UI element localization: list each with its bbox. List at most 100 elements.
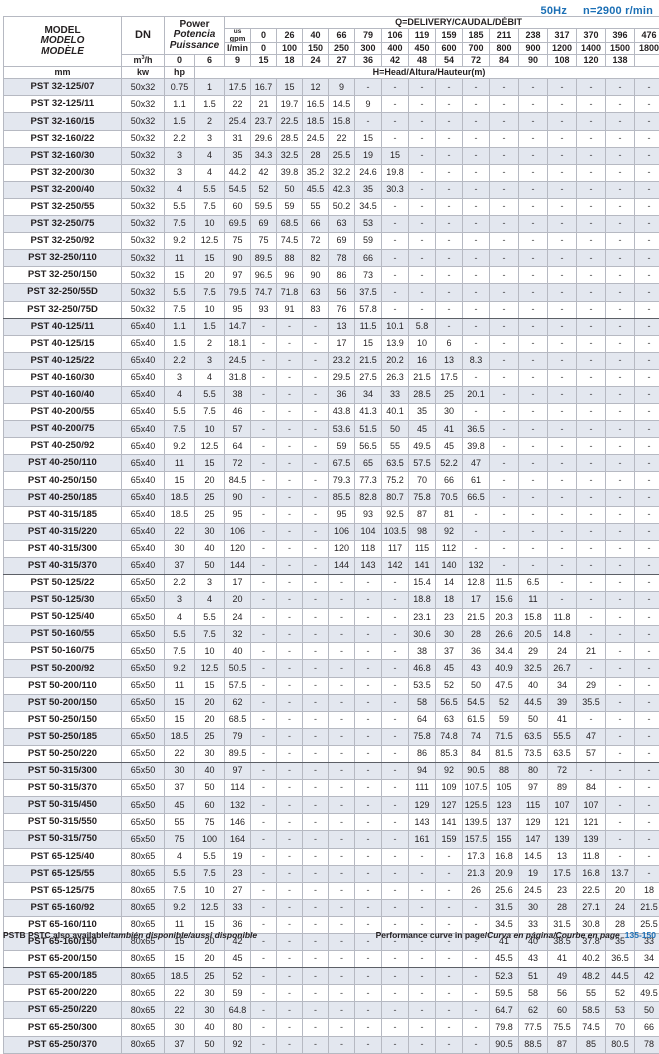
cell-head-12: - bbox=[548, 506, 577, 523]
cell-model: PST 50-315/370 bbox=[4, 780, 122, 797]
cell-head-4: 85.5 bbox=[329, 489, 355, 506]
cell-head-13: - bbox=[577, 472, 606, 489]
cell-model: PST 32-125/07 bbox=[4, 79, 122, 96]
cell-head-1: - bbox=[251, 523, 277, 540]
cell-head-12: - bbox=[548, 335, 577, 352]
cell-head-8: 140 bbox=[436, 557, 463, 574]
cell-head-0: 79 bbox=[225, 728, 251, 745]
cell-head-15: - bbox=[635, 523, 659, 540]
cell-head-11: - bbox=[519, 335, 548, 352]
cell-head-8: - bbox=[436, 250, 463, 267]
cell-head-8: 30 bbox=[436, 626, 463, 643]
cell-head-1: 21 bbox=[251, 96, 277, 113]
cell-head-12: - bbox=[548, 233, 577, 250]
cell-head-2: - bbox=[277, 831, 303, 848]
cell-head-0: 46 bbox=[225, 404, 251, 421]
cell-hp: 7.5 bbox=[195, 404, 225, 421]
cell-head-2: - bbox=[277, 369, 303, 386]
cell-head-8: 109 bbox=[436, 780, 463, 797]
cell-model: PST 40-315/220 bbox=[4, 523, 122, 540]
cell-head-7: 35 bbox=[409, 404, 436, 421]
cell-head-12: - bbox=[548, 540, 577, 557]
cell-head-13: - bbox=[577, 609, 606, 626]
cell-dn: 50x32 bbox=[122, 164, 165, 181]
cell-head-13: 139 bbox=[577, 831, 606, 848]
cell-dn: 65x50 bbox=[122, 592, 165, 609]
cell-head-2: - bbox=[277, 848, 303, 865]
cell-head-4: 43.8 bbox=[329, 404, 355, 421]
cell-head-14: - bbox=[606, 455, 635, 472]
cell-dn: 50x32 bbox=[122, 284, 165, 301]
cell-head-13: - bbox=[577, 489, 606, 506]
cell-head-2: - bbox=[277, 968, 303, 985]
cell-head-15: - bbox=[635, 711, 659, 728]
cell-head-5: - bbox=[355, 797, 382, 814]
cell-head-12: 11.8 bbox=[548, 609, 577, 626]
cell-head-0: 114 bbox=[225, 780, 251, 797]
cell-model: PST 65-125/75 bbox=[4, 882, 122, 899]
cell-head-0: 95 bbox=[225, 506, 251, 523]
cell-head-1: 75 bbox=[251, 233, 277, 250]
cell-head-6: - bbox=[382, 284, 409, 301]
cell-head-13: - bbox=[577, 113, 606, 130]
cell-head-3: - bbox=[303, 592, 329, 609]
cell-head-12: 72 bbox=[548, 763, 577, 780]
cell-head-14: - bbox=[606, 267, 635, 284]
cell-head-10: 155 bbox=[490, 831, 519, 848]
cell-kw: 3 bbox=[165, 147, 195, 164]
cell-head-5: 41.3 bbox=[355, 404, 382, 421]
cell-head-10: - bbox=[490, 250, 519, 267]
cell-model: PST 65-250/220 bbox=[4, 1002, 122, 1019]
cell-head-12: - bbox=[548, 267, 577, 284]
cell-head-15: - bbox=[635, 745, 659, 762]
footer-curve-note: Performance curve in page/Curva en págin… bbox=[376, 930, 656, 940]
cell-head-8: 141 bbox=[436, 814, 463, 831]
cell-head-14: - bbox=[606, 797, 635, 814]
cell-head-2: - bbox=[277, 814, 303, 831]
cell-head-2: 28.5 bbox=[277, 130, 303, 147]
cell-head-13: 48.2 bbox=[577, 968, 606, 985]
cell-head-7: - bbox=[409, 865, 436, 882]
cell-head-15: - bbox=[635, 472, 659, 489]
cell-head-11: 62 bbox=[519, 1002, 548, 1019]
cell-head-4: 36 bbox=[329, 386, 355, 403]
cell-head-8: 127 bbox=[436, 797, 463, 814]
cell-head-5: 19 bbox=[355, 147, 382, 164]
cell-head-7: - bbox=[409, 1036, 436, 1053]
cell-model: PST 65-200/150 bbox=[4, 951, 122, 968]
cell-head-1: 29.6 bbox=[251, 130, 277, 147]
footer-left-italic: también disponible/aussi disponible bbox=[111, 930, 257, 940]
cell-head-4: 144 bbox=[329, 557, 355, 574]
cell-head-8: 56.5 bbox=[436, 694, 463, 711]
cell-head-8: 45 bbox=[436, 438, 463, 455]
cell-kw: 11 bbox=[165, 455, 195, 472]
cell-dn: 65x50 bbox=[122, 763, 165, 780]
cell-head-2: - bbox=[277, 951, 303, 968]
cell-head-14: - bbox=[606, 848, 635, 865]
unit-cell-m3h: m3/h bbox=[122, 55, 165, 67]
cell-head-8: 23 bbox=[436, 609, 463, 626]
cell-hp: 12.5 bbox=[195, 899, 225, 916]
cell-hp: 10 bbox=[195, 882, 225, 899]
cell-head-8: 70.5 bbox=[436, 489, 463, 506]
cell-model: PST 65-250/300 bbox=[4, 1019, 122, 1036]
q-m3h-value: 108 bbox=[548, 55, 577, 67]
cell-head-8: - bbox=[436, 1019, 463, 1036]
cell-head-2: - bbox=[277, 318, 303, 335]
q-m3h-value: 15 bbox=[251, 55, 277, 67]
cell-head-0: 92 bbox=[225, 1036, 251, 1053]
cell-head-9: 50 bbox=[463, 677, 490, 694]
cell-model: PST 32-200/30 bbox=[4, 164, 122, 181]
cell-head-6: 33 bbox=[382, 386, 409, 403]
cell-head-14: - bbox=[606, 369, 635, 386]
